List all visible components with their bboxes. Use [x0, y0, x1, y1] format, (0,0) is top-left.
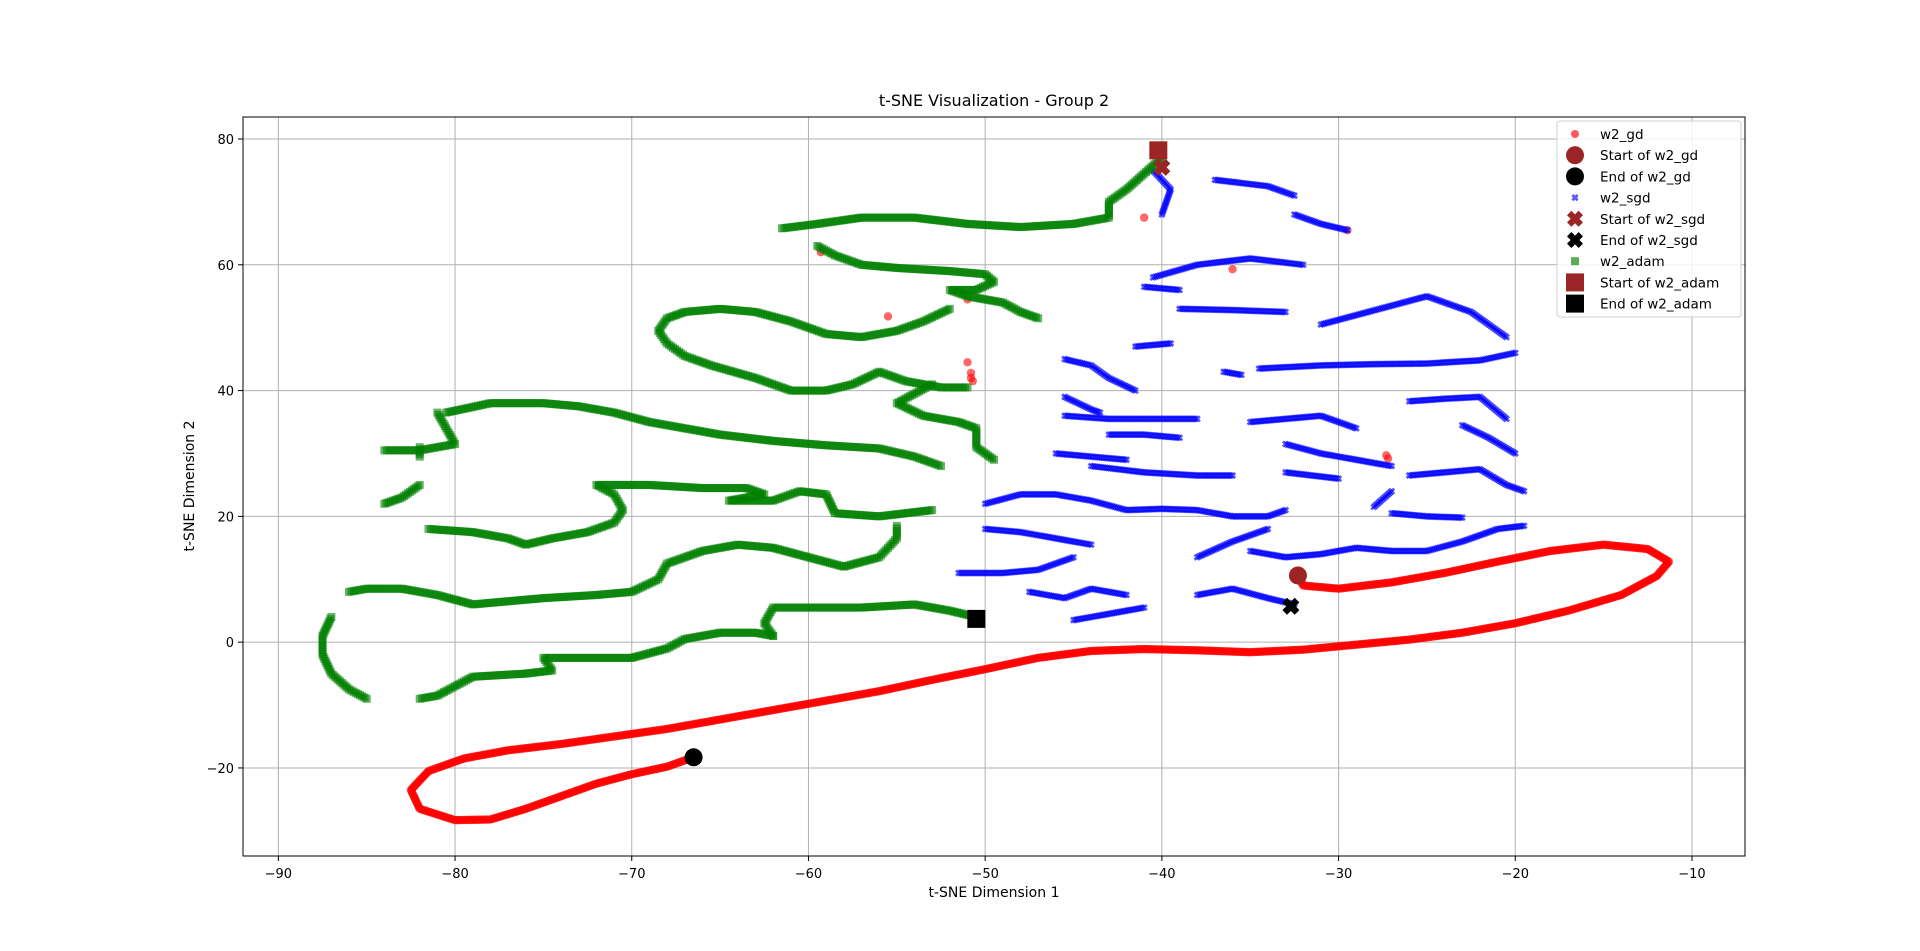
legend-marker-1 [1566, 146, 1584, 165]
legend-marker-7 [1566, 273, 1584, 292]
gd-point [1228, 265, 1237, 274]
legend-marker-8 [1566, 294, 1584, 313]
end-of-w2_adam-marker [967, 609, 986, 628]
x-tick-label: −80 [441, 867, 468, 882]
marker-start-of-w2_gd [1288, 566, 1307, 585]
sgd-point [1228, 471, 1237, 480]
legend-label: End of w2_sgd [1600, 233, 1698, 249]
y-tick-label: 80 [217, 133, 234, 148]
legend-label: w2_gd [1600, 127, 1644, 143]
sgd-point [1511, 449, 1519, 458]
legend-marker-2 [1566, 167, 1584, 186]
adam-point [415, 452, 424, 461]
adam-point [777, 224, 786, 233]
legend-label: Start of w2_sgd [1600, 212, 1705, 228]
sgd-point [1458, 514, 1466, 522]
x-tick-label: −60 [795, 867, 822, 882]
start-of-w2_gd-marker [1288, 566, 1307, 585]
gd-point [963, 358, 972, 367]
sgd-point [1520, 487, 1528, 495]
legend-label: End of w2_gd [1600, 169, 1691, 185]
marker-end-of-w2_adam [967, 609, 986, 628]
sgd-point [1334, 475, 1343, 483]
x-axis-label: t-SNE Dimension 1 [929, 885, 1060, 901]
x-tick-label: −30 [1325, 867, 1352, 882]
start-of-w2_adam-marker [1149, 141, 1168, 160]
adam-point [928, 506, 937, 515]
chart-title: t-SNE Visualization - Group 2 [879, 91, 1109, 110]
end-of-w2_gd-marker [684, 748, 703, 767]
legend: w2_gd Start of w2_gd End of w2_gd w2_sgd Sta… [1556, 120, 1742, 318]
gd-point [1140, 213, 1149, 222]
sgd-point [1352, 424, 1360, 432]
x-tick-label: −40 [1148, 867, 1175, 882]
y-tick-label: 0 [226, 636, 234, 651]
plot-data [318, 141, 1674, 825]
adam-point [990, 455, 998, 464]
sgd-point [1511, 349, 1519, 357]
adam-point [380, 499, 389, 508]
x-tick-label: −10 [1678, 867, 1705, 882]
sgd-point [1131, 386, 1139, 395]
x-tick-label: −90 [265, 867, 292, 882]
marker-start-of-w2_adam [1149, 141, 1168, 160]
sgd-point [1281, 506, 1290, 514]
gd-point [1383, 454, 1393, 463]
adam-point [380, 446, 389, 455]
marker-end-of-w2_gd [684, 748, 703, 767]
legend-marker-6 [1571, 257, 1579, 266]
legend-label: w2_adam [1600, 254, 1665, 270]
gd-point [883, 312, 893, 321]
gd-point [968, 376, 977, 386]
sgd-point [1158, 210, 1166, 219]
legend-label: Start of w2_adam [1600, 275, 1719, 291]
adam-point [362, 694, 371, 703]
adam-point [345, 587, 354, 596]
y-tick-label: −20 [207, 762, 234, 777]
sgd-point [1502, 415, 1511, 423]
sgd-point [1299, 261, 1307, 269]
sgd-point [1281, 308, 1290, 316]
sgd-point [1096, 409, 1104, 417]
legend-label: w2_sgd [1600, 191, 1651, 207]
sgd-point [1175, 434, 1184, 442]
x-tick-label: −20 [1502, 867, 1529, 882]
sgd-point [1087, 541, 1095, 549]
legend-marker-0 [1571, 130, 1579, 138]
adam-point [1034, 314, 1043, 323]
sgd-point [1193, 415, 1201, 423]
y-tick-label: 60 [217, 259, 234, 274]
adam-point [936, 462, 945, 471]
sgd-point [1502, 333, 1511, 341]
x-tick-label: −70 [618, 867, 645, 882]
sgd-point [1069, 553, 1078, 561]
legend-label: End of w2_adam [1600, 297, 1712, 313]
series-w2_gd [406, 213, 1674, 825]
sgd-point [1387, 487, 1396, 495]
sgd-point [1387, 462, 1396, 470]
y-tick-label: 20 [217, 510, 234, 525]
adam-point [963, 383, 972, 392]
legend-label: Start of w2_gd [1600, 148, 1698, 164]
y-axis-label: t-SNE Dimension 2 [182, 421, 198, 552]
sgd-point [1167, 339, 1175, 348]
x-tick-label: −50 [971, 867, 998, 882]
series-w2_sgd [955, 166, 1528, 624]
sgd-point [1122, 456, 1131, 464]
sgd-point [1290, 192, 1298, 200]
sgd-point [1237, 371, 1245, 379]
sgd-point [1343, 226, 1352, 234]
y-tick-label: 40 [217, 385, 234, 400]
sgd-point [1175, 286, 1184, 294]
